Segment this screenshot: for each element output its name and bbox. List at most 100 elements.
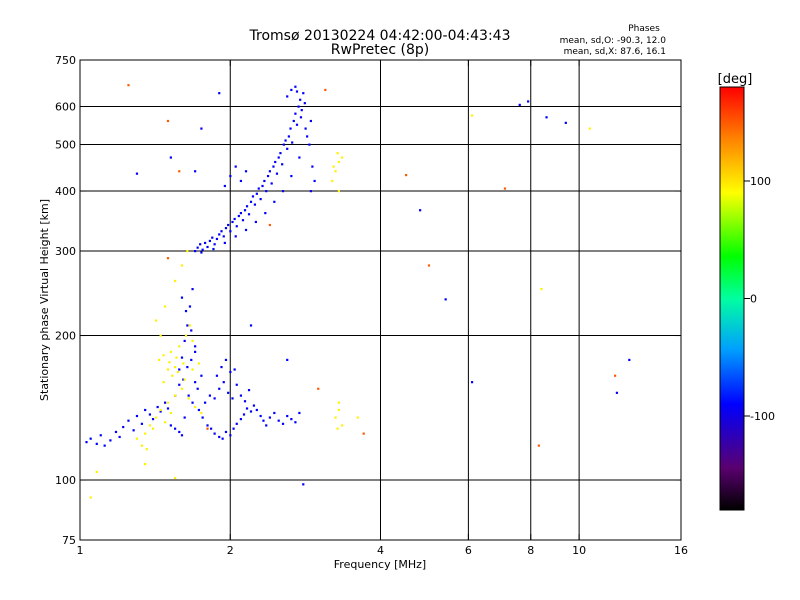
echo-point — [148, 424, 152, 427]
echo-point — [281, 422, 285, 425]
echo-point — [208, 394, 212, 397]
echo-point — [85, 441, 88, 444]
echo-point — [215, 237, 219, 241]
echo-point — [158, 358, 161, 362]
echo-point — [255, 192, 258, 195]
echo-point — [169, 156, 172, 159]
colorbar-tick-label: 0 — [750, 293, 757, 306]
echo-point — [200, 374, 203, 377]
grid-lines — [80, 60, 681, 540]
echo-point — [229, 370, 232, 374]
echo-point — [194, 350, 197, 353]
echo-point — [527, 100, 530, 103]
echo-point — [290, 418, 293, 421]
echo-point — [148, 413, 152, 416]
echo-point — [281, 190, 285, 193]
echo-point — [251, 195, 255, 198]
echo-point — [239, 394, 243, 397]
echo-point — [231, 220, 234, 224]
echo-point — [155, 416, 158, 419]
echo-point — [324, 88, 327, 92]
echo-point — [615, 391, 619, 394]
echo-point — [144, 408, 147, 412]
echo-point — [186, 365, 189, 369]
echo-point — [235, 225, 238, 228]
echo-point — [265, 424, 268, 427]
echo-point — [159, 410, 162, 413]
echo-point — [140, 444, 144, 447]
echo-point — [144, 462, 147, 466]
echo-point — [224, 358, 228, 362]
echo-point — [163, 401, 167, 404]
echo-point — [224, 430, 228, 434]
x-tick-label: 10 — [572, 544, 586, 557]
echo-point — [206, 424, 209, 427]
echo-point — [175, 356, 178, 359]
y-axis-label: Stationary phase Virtual Height [km] — [38, 199, 51, 401]
echo-point — [628, 358, 631, 362]
echo-point — [268, 170, 271, 173]
echo-point — [290, 88, 293, 92]
echo-point — [252, 404, 256, 407]
echo-point — [155, 319, 158, 322]
echo-point — [89, 496, 92, 499]
echo-point — [201, 248, 204, 251]
echo-point — [284, 139, 287, 142]
echo-point — [470, 381, 474, 384]
echo-point — [159, 408, 162, 412]
echo-point — [166, 407, 170, 410]
echo-point — [162, 381, 165, 384]
echo-point — [334, 416, 337, 419]
echo-point — [290, 174, 293, 178]
echo-point — [223, 184, 226, 188]
echo-point — [331, 179, 334, 183]
echo-point — [286, 358, 289, 362]
echo-point — [341, 424, 344, 427]
echo-point — [209, 427, 213, 430]
echo-point — [187, 394, 190, 397]
echo-point — [304, 127, 307, 130]
echo-point — [268, 223, 271, 227]
echo-point — [297, 105, 300, 108]
echo-point — [311, 165, 314, 168]
y-tick-label: 300 — [55, 245, 76, 258]
echo-point — [282, 143, 285, 146]
echo-point — [286, 147, 289, 150]
echo-point — [564, 121, 567, 124]
echo-point — [294, 85, 297, 88]
echo-point — [273, 411, 276, 415]
echo-point — [156, 405, 159, 409]
x-tick-label: 2 — [227, 544, 234, 557]
echo-point — [188, 324, 192, 327]
echo-point — [294, 421, 297, 424]
echo-point — [295, 90, 299, 93]
echo-point — [99, 434, 102, 437]
chart-title: Tromsø 20130224 04:42:00-04:43:43 — [249, 28, 511, 44]
echo-point — [287, 135, 290, 138]
echo-point — [265, 190, 268, 193]
echo-point — [243, 209, 247, 212]
echo-point — [200, 127, 203, 130]
echo-point — [427, 264, 431, 267]
echo-point — [213, 432, 216, 435]
y-tick-label: 400 — [55, 185, 76, 198]
echo-point — [503, 187, 507, 190]
echo-point — [337, 190, 341, 193]
echo-point — [334, 170, 337, 173]
echo-point — [229, 434, 232, 437]
stats-title: Phases — [628, 24, 660, 34]
echo-point — [243, 400, 247, 403]
echo-point — [145, 448, 148, 451]
echo-point — [239, 418, 243, 421]
echo-point — [362, 432, 365, 435]
echo-point — [190, 358, 193, 362]
echo-point — [183, 416, 186, 419]
echo-point — [302, 483, 305, 486]
echo-point — [208, 239, 212, 243]
echo-point — [277, 419, 280, 422]
x-axis-label: Frequency [MHz] — [334, 558, 426, 571]
y-tick-label: 75 — [62, 534, 76, 547]
echo-point — [191, 339, 194, 343]
echo-point — [127, 84, 130, 87]
echo-point — [299, 116, 303, 119]
